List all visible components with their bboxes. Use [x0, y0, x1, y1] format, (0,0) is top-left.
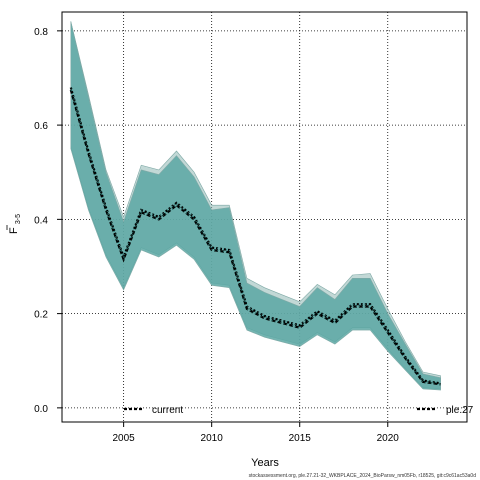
legend-label: ple.27	[446, 405, 474, 416]
y-tick-label: 0.4	[34, 215, 48, 226]
x-tick-label: 2005	[113, 433, 136, 444]
y-tick-label: 0.2	[34, 310, 48, 321]
x-tick-label: 2015	[289, 433, 312, 444]
legend: current ple.27	[124, 405, 474, 416]
caption: stockassessment.org, ple.27.21-32_WKBPLA…	[249, 473, 477, 479]
line-accent-ple-27	[70, 87, 441, 384]
y-axis-title: F 3-5	[6, 214, 22, 234]
y-tick-label: 0.0	[34, 404, 48, 415]
axis-ticks: 2005 2010 2015 2020 0.0 0.2 0.4 0.6 0.8	[34, 27, 399, 444]
line-ple-27	[69, 87, 441, 385]
y-tick-label: 0.6	[34, 121, 48, 132]
svg-text:F 3-5: F 3-5	[8, 214, 22, 234]
legend-label: current	[152, 405, 183, 416]
band-current	[70, 21, 441, 391]
x-axis-title: Years	[251, 457, 279, 469]
x-tick-label: 2010	[201, 433, 224, 444]
y-axis-title-main: F	[8, 227, 20, 234]
plot-frame	[61, 11, 468, 423]
confidence-bands	[70, 21, 441, 391]
series-lines	[69, 87, 441, 386]
x-tick-label: 2020	[377, 433, 400, 444]
y-tick-label: 0.8	[34, 27, 48, 38]
line-accent-current	[70, 89, 441, 385]
y-axis-title-sub: 3-5	[15, 214, 22, 224]
